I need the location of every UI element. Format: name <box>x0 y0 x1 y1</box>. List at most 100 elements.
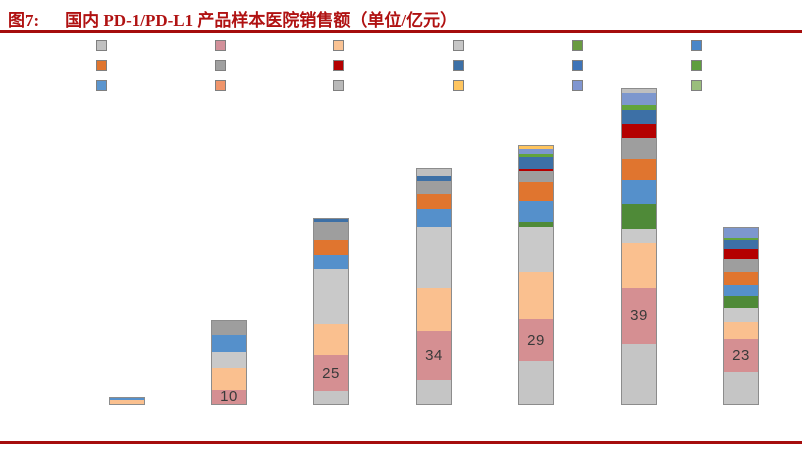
bar-segment-rose: 10 <box>212 388 246 406</box>
bar-segment-silver-base <box>417 379 451 404</box>
bar-segment-silver-cap <box>417 169 451 177</box>
legend <box>0 0 802 100</box>
legend-swatch <box>453 80 464 91</box>
bar-segment-periwinkle <box>622 93 656 105</box>
legend-swatch <box>96 80 107 91</box>
bar-segment-dark-orange <box>724 271 758 285</box>
bar-segment-dark-green <box>724 296 758 308</box>
bar-segment-rose: 39 <box>622 287 656 344</box>
bar-segment-light-gray <box>417 227 451 288</box>
bar-segment-dark-red <box>622 124 656 139</box>
bar-segment-periwinkle <box>519 149 553 155</box>
legend-swatch <box>333 60 344 71</box>
bar: 10 <box>211 319 247 406</box>
legend-swatch <box>215 40 226 51</box>
bar-segment-steel-blue <box>417 176 451 182</box>
bar-segment-dark-green <box>622 204 656 229</box>
bar-segment-blue <box>622 180 656 205</box>
legend-swatch <box>215 80 226 91</box>
bar-segment-dark-orange <box>622 158 656 181</box>
bar-segment-blue <box>110 397 144 401</box>
bar-segment-peach <box>110 400 144 404</box>
legend-swatch <box>691 60 702 71</box>
bar-segment-steel-blue <box>314 218 348 222</box>
bar-segment-medium-gray <box>417 181 451 195</box>
bar-segment-light-gray <box>314 269 348 324</box>
segment-value-label: 25 <box>322 364 340 382</box>
bar: 39 <box>621 87 657 405</box>
bar-segment-silver-cap <box>622 88 656 94</box>
bar-segment-dark-green <box>519 222 553 228</box>
bar-segment-dark-red <box>519 168 553 171</box>
bar: 34 <box>416 168 452 405</box>
figure-title: 国内 PD-1/PD-L1 产品样本医院销售额（单位/亿元） <box>65 11 458 30</box>
figure-label: 图7: <box>8 11 40 30</box>
bar-segment-light-gray <box>212 352 246 369</box>
bar-segment-blue <box>314 254 348 270</box>
bar-segment-light-gray <box>724 307 758 323</box>
bar-segment-light-gray <box>519 227 553 272</box>
legend-swatch <box>453 40 464 51</box>
legend-swatch <box>691 40 702 51</box>
segment-value-label: 10 <box>220 388 238 406</box>
legend-swatch <box>691 80 702 91</box>
bar <box>109 396 145 405</box>
figure-bottom-rule <box>0 441 802 444</box>
bar-segment-rose: 34 <box>417 330 451 380</box>
bar-segment-medium-gray <box>519 170 553 183</box>
segment-value-label: 34 <box>425 346 443 364</box>
bar-segment-silver-base <box>519 360 553 404</box>
bar-segment-bright-green <box>519 154 553 158</box>
bar-segment-dark-orange <box>314 240 348 255</box>
bar-segment-silver-base <box>724 372 758 404</box>
bar-segment-blue <box>212 335 246 353</box>
bar-segment-peach <box>519 271 553 320</box>
bar-segment-medium-gray <box>212 320 246 336</box>
bar-segment-dark-red <box>724 248 758 260</box>
legend-swatch <box>333 40 344 51</box>
bar-segment-blue <box>519 200 553 223</box>
bar: 25 <box>313 217 349 405</box>
bar-segment-steel-blue <box>622 109 656 125</box>
bar-segment-rose: 25 <box>314 355 348 392</box>
bar-segment-peach <box>622 243 656 288</box>
bar-segment-steel-blue <box>724 240 758 249</box>
bar-segment-peach <box>212 368 246 390</box>
bar-segment-amber <box>519 146 553 150</box>
bar-segment-silver-base <box>622 343 656 404</box>
legend-swatch <box>96 40 107 51</box>
legend-swatch <box>572 40 583 51</box>
segment-value-label: 23 <box>732 347 750 365</box>
bar-segment-silver-base <box>314 391 348 404</box>
bar-segment-blue <box>417 208 451 228</box>
legend-swatch <box>96 60 107 71</box>
legend-swatch <box>453 60 464 71</box>
legend-swatch <box>572 60 583 71</box>
segment-value-label: 29 <box>527 331 545 349</box>
bar: 23 <box>723 227 759 405</box>
bar-segment-medium-gray <box>724 259 758 272</box>
bar-segment-periwinkle <box>724 228 758 239</box>
title-underline-rule <box>0 30 802 33</box>
bar-segment-rose: 23 <box>724 339 758 373</box>
legend-swatch <box>333 80 344 91</box>
bar-segment-dark-orange <box>519 182 553 201</box>
bar: 29 <box>518 145 554 405</box>
legend-swatch <box>572 80 583 91</box>
bar-segment-dark-orange <box>417 194 451 209</box>
bar-segment-peach <box>417 287 451 331</box>
bar-segment-peach <box>314 323 348 356</box>
segment-value-label: 39 <box>630 307 648 325</box>
bar-segment-peach <box>724 322 758 340</box>
figure-title-row: 图7: 国内 PD-1/PD-L1 产品样本医院销售额（单位/亿元） <box>8 6 798 31</box>
bar-segment-bright-green <box>724 238 758 241</box>
bar-segment-medium-gray <box>622 138 656 159</box>
bar-segment-steel-blue <box>519 157 553 169</box>
legend-swatch <box>215 60 226 71</box>
bar-segment-rose: 29 <box>519 319 553 361</box>
bar-segment-medium-gray <box>314 221 348 241</box>
bar-segment-light-gray <box>622 228 656 244</box>
bar-segment-bright-green <box>622 104 656 110</box>
bar-segment-blue <box>724 284 758 297</box>
